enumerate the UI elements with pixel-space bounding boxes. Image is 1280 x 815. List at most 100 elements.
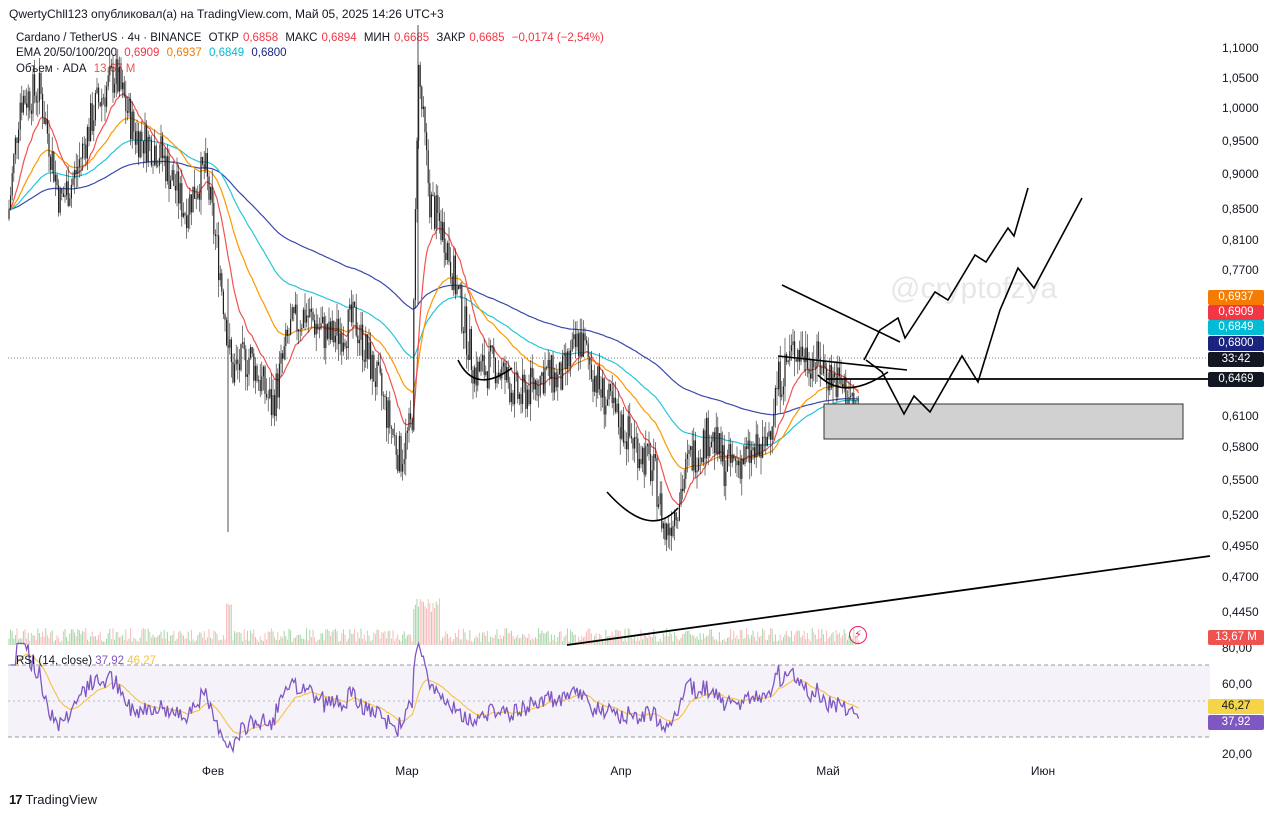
volume-bar: [450, 636, 452, 645]
volume-bar: [837, 634, 839, 645]
candle-body: [398, 435, 400, 472]
volume-bar: [435, 601, 437, 645]
ema-legend[interactable]: EMA 20/50/100/200 0,6909 0,6937 0,6849 0…: [16, 47, 291, 59]
volume-bar: [138, 641, 140, 645]
price-tick-label: 0,9000: [1222, 167, 1259, 181]
candle-body: [792, 341, 794, 346]
volume-bar: [67, 641, 69, 645]
price-tag: 33:42: [1208, 352, 1264, 367]
candle-body: [173, 170, 175, 186]
candle-body: [429, 183, 431, 218]
volume-bar: [717, 641, 719, 645]
candle-body: [160, 136, 162, 159]
candle-body: [408, 413, 410, 431]
tradingview-logo[interactable]: 17 TradingView: [9, 792, 97, 807]
volume-bar: [483, 632, 485, 645]
volume-bar: [565, 634, 567, 645]
lightning-icon[interactable]: ⚡: [849, 626, 867, 644]
volume-bar: [72, 629, 74, 645]
candle-body: [739, 460, 741, 479]
volume-legend[interactable]: Объем · ADA 13,67 M: [16, 63, 139, 75]
candle-body: [659, 493, 661, 505]
candle-body: [824, 361, 826, 369]
candle-body: [610, 383, 612, 392]
candle-body: [637, 438, 639, 469]
volume-bar: [523, 635, 525, 645]
volume-bar: [613, 635, 615, 645]
volume-bar: [518, 638, 520, 645]
candle-body: [611, 391, 613, 404]
volume-bar: [258, 641, 260, 645]
rsi-legend[interactable]: RSI (14, close) 37,92 46,27: [16, 655, 156, 667]
volume-bar: [530, 639, 532, 645]
volume-bar: [698, 639, 700, 645]
ema100-line: [8, 139, 859, 446]
volume-bar: [77, 629, 79, 645]
volume-bar: [14, 635, 16, 645]
volume-bar: [291, 641, 293, 645]
candle-body: [67, 181, 69, 206]
candle-body: [682, 488, 684, 492]
candle-body: [648, 444, 650, 455]
symbol-legend[interactable]: Cardano / TetherUS · 4ч · BINANCE ОТКР 0,…: [16, 32, 608, 44]
candle-body: [296, 304, 298, 332]
volume-bar: [192, 639, 194, 645]
candle-body: [27, 91, 29, 108]
candle-body: [38, 72, 40, 102]
volume-bar: [805, 639, 807, 645]
candle-body: [598, 366, 600, 390]
volume-bar: [533, 639, 535, 645]
candle-body: [754, 447, 756, 458]
time-axis[interactable]: Фев Мар Апр Май Июн: [202, 764, 1055, 778]
candle-body: [843, 377, 845, 387]
candle-body: [291, 307, 293, 320]
candle-body: [758, 444, 760, 456]
candle-body: [240, 343, 242, 371]
volume-bar: [790, 630, 792, 645]
candle-body: [346, 346, 348, 349]
volume-bar: [307, 640, 309, 645]
candle-body: [752, 447, 754, 451]
volume-bar: [590, 633, 592, 645]
candle-body: [643, 447, 645, 475]
volume-bar: [562, 641, 564, 645]
volume-value: 13,67 M: [93, 63, 136, 75]
candle-body: [496, 377, 498, 384]
volume-bar: [22, 631, 24, 645]
volume-bar: [203, 631, 205, 645]
volume-bar: [219, 639, 221, 645]
volume-bar: [221, 639, 223, 645]
candle-body: [827, 384, 829, 391]
volume-bar: [843, 629, 845, 645]
candle-body: [419, 64, 421, 87]
volume-bar: [422, 601, 424, 645]
candle-body: [594, 376, 596, 392]
candle-body: [242, 342, 244, 344]
candle-body: [174, 185, 176, 191]
volume-bar: [517, 634, 519, 645]
volume-bar: [710, 629, 712, 645]
candle-body: [226, 319, 228, 345]
candle-body: [382, 395, 384, 397]
candle-body: [494, 358, 496, 384]
candle-body: [379, 365, 381, 374]
candle-body: [536, 380, 538, 396]
candle-body: [709, 446, 711, 456]
volume-bar: [224, 639, 226, 645]
candle-body: [19, 102, 21, 130]
candle-body: [246, 374, 248, 377]
price-axis[interactable]: 1,1000 1,0500 1,0000 0,9500 0,9000 0,8500 0,81…: [1222, 41, 1259, 619]
price-tick-label: 0,5800: [1222, 440, 1259, 454]
candle-body: [755, 434, 757, 458]
candle-body: [35, 95, 37, 103]
volume-bar: [510, 630, 512, 645]
candle-body: [658, 504, 660, 507]
volume-bar: [259, 636, 261, 645]
candle-body: [480, 361, 482, 372]
candle-body: [525, 382, 527, 409]
candle-body: [250, 347, 252, 358]
candle-body: [138, 131, 140, 158]
candle-body: [232, 361, 234, 383]
volume-bar: [726, 637, 728, 645]
